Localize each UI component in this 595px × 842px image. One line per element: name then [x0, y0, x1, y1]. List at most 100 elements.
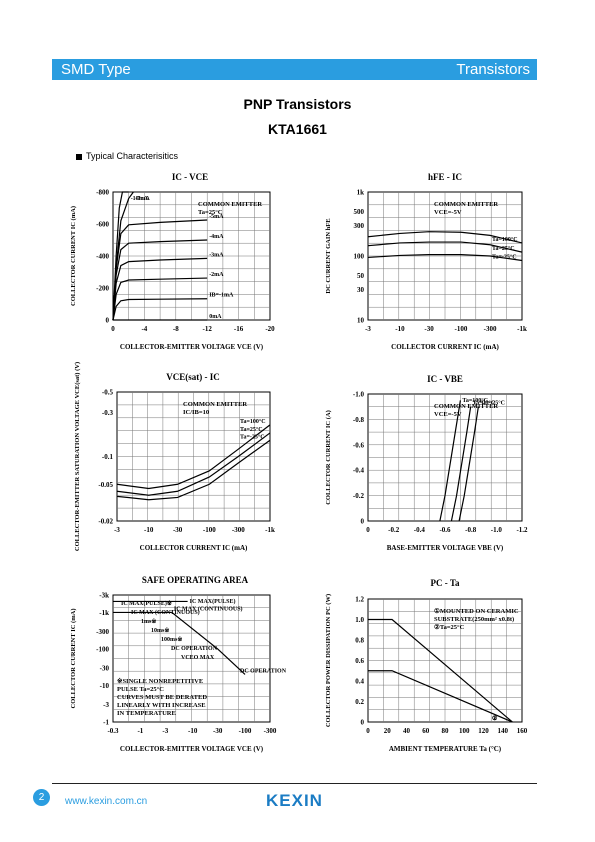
x-tick-label: -8	[173, 325, 179, 333]
y-tick-label: -200	[96, 285, 109, 293]
chart-title: PC - Ta	[430, 578, 460, 588]
area-label: VCEO MAX	[181, 655, 215, 661]
series-line	[368, 670, 513, 723]
series-line	[116, 424, 271, 490]
x-tick-label: -1	[137, 727, 143, 735]
y-tick-label: -100	[96, 645, 109, 653]
series-label: -10mA	[131, 196, 149, 202]
section-heading: Typical Characterisitics	[76, 151, 178, 161]
series-label: ①	[492, 715, 498, 722]
x-tick-label: -30	[424, 325, 434, 333]
x-tick-label: -300	[264, 727, 277, 735]
chart-title: hFE - IC	[428, 172, 462, 182]
annotation-text: IC/IB=10	[183, 409, 209, 416]
chart-title: VCE(sat) - IC	[166, 372, 220, 382]
y-axis-label: COLLECTOR-EMITTER SATURATION VOLTAGE VCE…	[74, 362, 81, 551]
x-tick-label: -1.0	[491, 526, 503, 534]
x-tick-label: 0	[111, 325, 115, 333]
bullet-square-icon	[76, 153, 82, 160]
y-tick-label: 0	[106, 317, 110, 325]
y-axis-label: DC CURRENT GAIN hFE	[325, 218, 332, 293]
series-label: -7mA	[135, 196, 150, 202]
series-label: ②	[492, 715, 498, 722]
series-line	[112, 277, 208, 321]
x-tick-label: -100	[239, 727, 252, 735]
x-tick-label: -3	[365, 325, 371, 333]
x-tick-label: 20	[384, 727, 392, 735]
x-tick-label: -12	[203, 325, 213, 333]
series-label: Ta=-25°C	[480, 400, 505, 407]
x-tick-label: 40	[403, 727, 411, 735]
x-tick-label: 0	[366, 727, 370, 735]
y-tick-label: -0.5	[102, 389, 114, 397]
x-tick-label: 160	[517, 727, 528, 735]
annotation-text: Ta=25°C	[198, 209, 223, 216]
series-line	[116, 432, 271, 496]
y-tick-label: 500	[354, 208, 365, 216]
footer-divider	[52, 783, 537, 784]
page-number: 2	[33, 789, 50, 806]
x-tick-label: -100	[203, 526, 216, 534]
y-tick-label: 0	[361, 719, 365, 727]
y-tick-label: -400	[96, 253, 109, 261]
x-axis-label: COLLECTOR CURRENT IC (mA)	[391, 343, 499, 351]
x-tick-label: -30	[213, 727, 223, 735]
y-tick-label: -30	[100, 665, 110, 673]
chart-title: IC - VBE	[427, 374, 463, 384]
series-line	[368, 618, 513, 723]
y-tick-label: 0.8	[355, 637, 364, 645]
y-tick-label: -0.8	[353, 416, 365, 424]
annotation-text: PULSE Ta=25°C	[117, 686, 164, 693]
x-tick-label: -0.8	[465, 526, 477, 534]
y-tick-label: 0	[361, 518, 365, 526]
x-axis-label: AMBIENT TEMPERATURE Ta (°C)	[389, 745, 502, 753]
y-tick-label: -300	[96, 628, 109, 636]
x-tick-label: -20	[265, 325, 275, 333]
x-tick-label: -300	[232, 526, 245, 534]
series-label: Ta=100°C	[462, 397, 488, 404]
x-tick-label: -16	[234, 325, 244, 333]
series-label: Ta=-25°C	[492, 254, 517, 261]
chart-title: IC - VCE	[172, 172, 208, 182]
area-label: 10ms※	[151, 626, 169, 634]
y-tick-label: 1k	[357, 189, 365, 197]
annotation-text: IN TEMPERATURE	[117, 710, 176, 717]
y-tick-label: 50	[357, 272, 365, 280]
annotation-text: ②Ta=25°C	[434, 623, 465, 631]
y-axis-label: COLLECTOR POWER DISSIPATION PC (W)	[325, 594, 332, 727]
x-tick-label: -1.2	[516, 526, 528, 534]
series-label: Ta=100°C	[492, 236, 518, 243]
x-axis-label: COLLECTOR-EMITTER VOLTAGE VCE (V)	[120, 745, 264, 753]
x-tick-label: -0.2	[388, 526, 400, 534]
area-label: 1ms※	[141, 617, 156, 625]
x-tick-label: -30	[173, 526, 183, 534]
x-tick-label: -0.4	[414, 526, 426, 534]
annotation-text: ※SINGLE NONREPETITIVE	[117, 677, 203, 685]
y-tick-label: -600	[96, 221, 109, 229]
y-tick-label: -0.6	[353, 441, 365, 449]
header-right: Transistors	[456, 61, 530, 78]
series-label: -5mA	[209, 214, 224, 220]
series-label: IB=-1mA	[209, 293, 234, 299]
area-label: IC MAX (CONTINUOUS)	[131, 609, 200, 616]
x-tick-label: -300	[484, 325, 497, 333]
annotation-text: CURVES MUST BE DERATED	[117, 694, 207, 701]
x-tick-label: 100	[459, 727, 470, 735]
y-tick-label: 0.6	[355, 657, 364, 665]
footer-url[interactable]: www.kexin.com.cn	[65, 796, 148, 807]
series-label: -4mA	[209, 234, 224, 240]
header-band: SMD Type Transistors	[52, 59, 537, 80]
y-tick-label: -1k	[99, 609, 109, 617]
y-tick-label: 30	[357, 286, 365, 294]
area-label: DC OPERATION	[171, 646, 218, 652]
y-axis-label: COLLECTOR CURRENT IC (mA)	[70, 609, 77, 709]
series-label: IC MAX (CONTINUOUS)	[174, 605, 243, 612]
y-tick-label: 10	[357, 317, 365, 325]
x-tick-label: -0.3	[107, 727, 119, 735]
y-tick-label: 100	[354, 253, 365, 261]
y-tick-label: 1.2	[355, 596, 364, 604]
annotation-text: SUBSTRATE(250mm² x0.8t)	[434, 616, 514, 623]
x-tick-label: -10	[144, 526, 154, 534]
series-label: DC OPERATION	[240, 668, 287, 674]
